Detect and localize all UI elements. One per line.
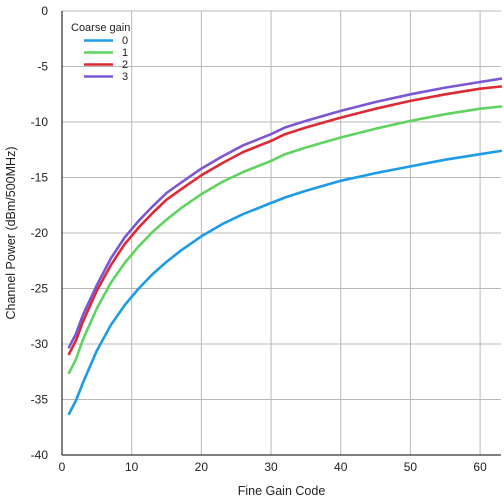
x-tick-label: 50 [404, 460, 418, 474]
legend-label-0: 0 [122, 35, 128, 47]
legend-label-1: 1 [122, 47, 128, 59]
series-line-2 [67, 85, 503, 356]
y-tick-label: -35 [31, 393, 49, 407]
tick-labels: 0 10 20 30 40 50 600-5-10-15-20-25-30-35-40 [31, 4, 487, 474]
y-tick-label: 0 [41, 4, 48, 18]
y-tick-label: -30 [31, 337, 49, 351]
x-axis-label: Fine Gain Code [238, 484, 326, 498]
legend-label-3: 3 [122, 71, 128, 83]
x-tick-label: 60 [473, 460, 487, 474]
series-line-1 [67, 105, 503, 375]
x-tick-label: 10 [125, 460, 139, 474]
series-lines [67, 77, 503, 416]
y-tick-label: -25 [31, 282, 49, 296]
x-tick-label: 0 [59, 460, 66, 474]
y-tick-label: -40 [31, 448, 49, 462]
y-axis-label: Channel Power (dBm/500MHz) [4, 147, 18, 320]
y-tick-label: -20 [31, 226, 49, 240]
legend-label-2: 2 [122, 59, 128, 71]
x-tick-label: 40 [334, 460, 348, 474]
x-tick-label: 30 [264, 460, 278, 474]
y-tick-label: -5 [37, 60, 48, 74]
series-line-3 [67, 77, 503, 349]
series-line-0 [67, 149, 503, 416]
legend-title: Coarse gain [71, 22, 130, 34]
y-tick-label: -15 [31, 171, 49, 185]
axes [61, 11, 501, 456]
x-tick-label: 20 [195, 460, 209, 474]
y-tick-label: -10 [31, 115, 49, 129]
